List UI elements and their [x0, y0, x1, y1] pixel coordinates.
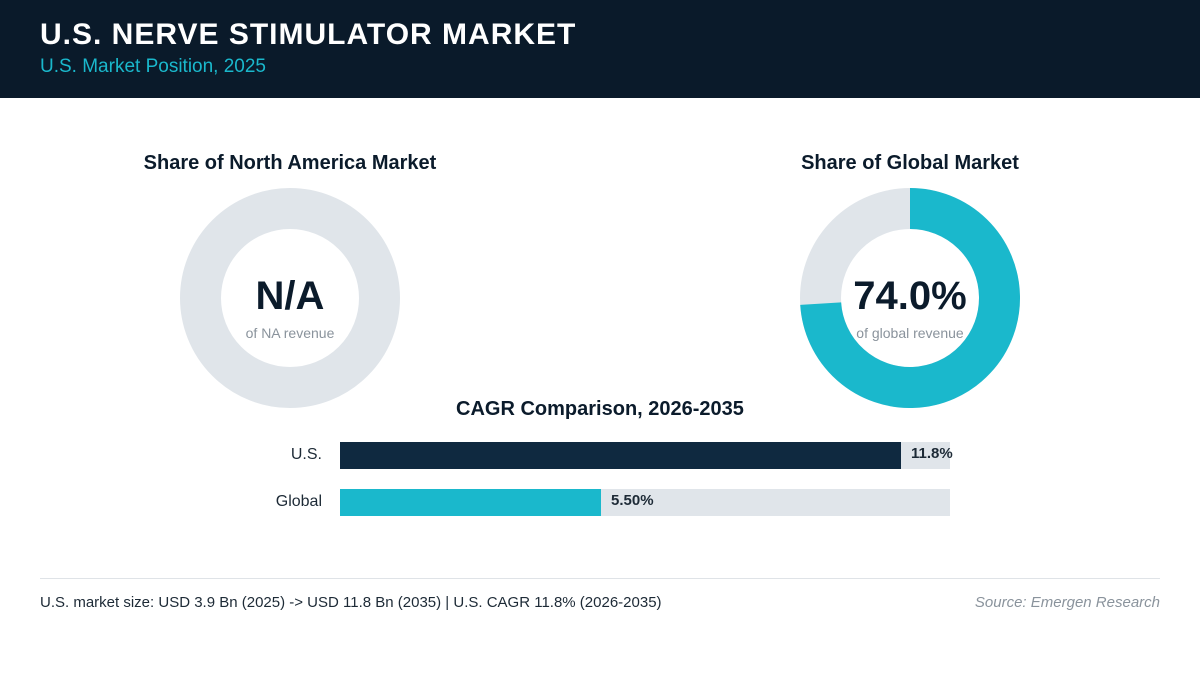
footer-summary: U.S. market size: USD 3.9 Bn (2025) -> U…: [40, 594, 662, 611]
cagr-chart-title: CAGR Comparison, 2026-2035: [456, 398, 744, 420]
global-share-slice: [800, 188, 1020, 408]
footer-divider: [40, 578, 1160, 579]
global-share-caption: of global revenue: [856, 325, 964, 341]
bar-value-us: 11.8%: [911, 445, 953, 462]
na-donut-title: Share of North America Market: [143, 152, 437, 174]
bar-label-us: U.S.: [290, 446, 322, 463]
bar-label-global: Global: [275, 493, 322, 510]
bar-global: [340, 489, 601, 516]
page-title: U.S. NERVE STIMULATOR MARKET: [40, 18, 577, 51]
footer-source: Source: Emergen Research: [974, 594, 1160, 611]
global-share-donut: [800, 188, 1020, 408]
global-share-value: 74.0%: [853, 274, 967, 318]
bar-value-global: 5.50%: [611, 492, 654, 509]
page-subtitle: U.S. Market Position, 2025: [40, 56, 266, 77]
bar-track-us: 11.8%: [340, 442, 953, 469]
na-share-donut: [180, 188, 400, 408]
na-share-caption: of NA revenue: [245, 325, 335, 341]
bar-track-global: 5.50%: [340, 489, 950, 516]
na-share-track: [180, 188, 400, 408]
global-donut-title: Share of Global Market: [801, 152, 1019, 174]
na-share-value: N/A: [255, 274, 325, 318]
header-bar: U.S. NERVE STIMULATOR MARKET U.S. Market…: [0, 0, 1200, 98]
bar-us: [340, 442, 901, 469]
